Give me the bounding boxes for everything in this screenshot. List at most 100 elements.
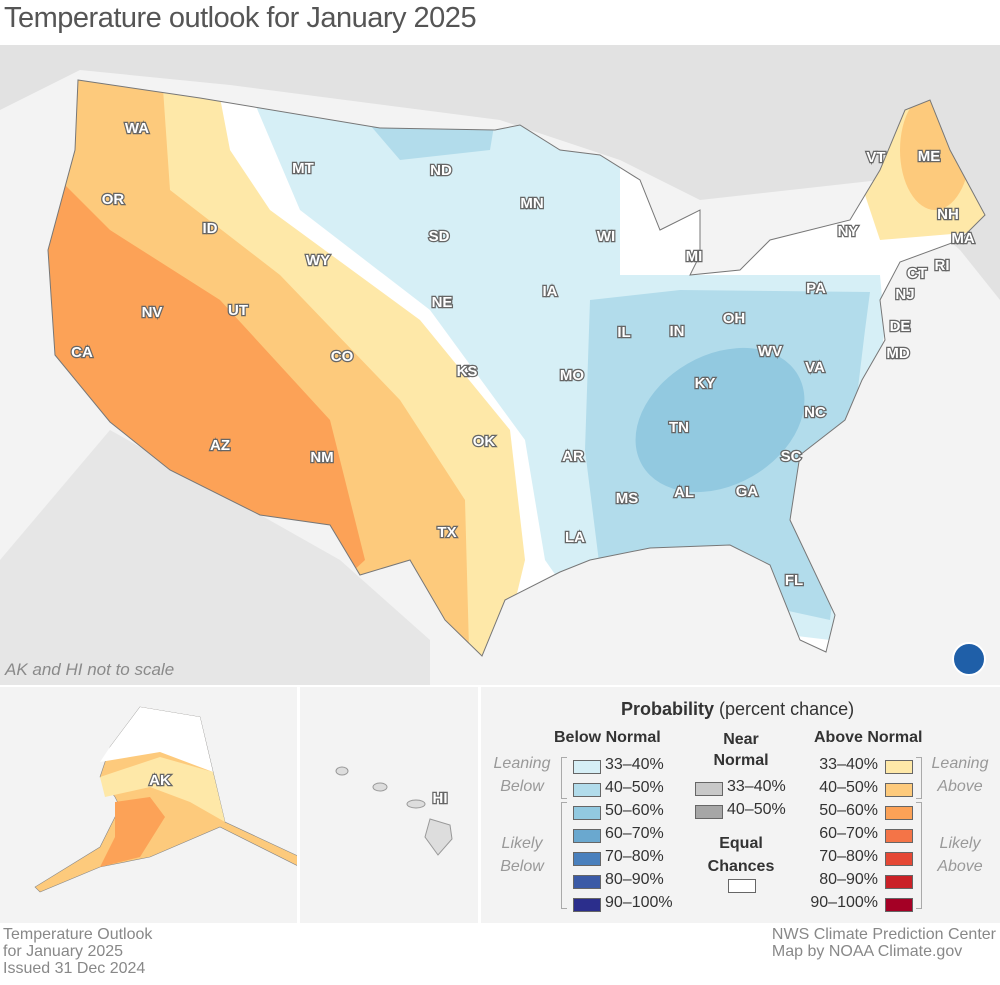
state-label-ky: KY: [695, 375, 716, 392]
footer-right: NWS Climate Prediction Center Map by NOAA…: [771, 926, 996, 960]
below-swatch: [573, 852, 601, 866]
likely-above: Likely Above: [937, 835, 983, 875]
state-label-mi: MI: [686, 248, 703, 265]
state-label-co: CO: [331, 348, 354, 365]
legend: Probability (percent chance) Below Norma…: [481, 687, 1000, 923]
above-swatch: [885, 783, 913, 797]
below-swatch: [573, 829, 601, 843]
state-label-wi: WI: [597, 228, 615, 245]
state-label-nj: NJ: [895, 286, 914, 303]
state-label-nv: NV: [142, 304, 163, 321]
state-label-ma: MA: [951, 230, 974, 247]
state-label-mn: MN: [520, 195, 543, 212]
page-title: Temperature outlook for January 2025: [4, 2, 477, 34]
state-label-al: AL: [674, 484, 694, 501]
state-label-il: IL: [617, 324, 630, 341]
state-label-wv: WV: [758, 343, 782, 360]
state-label-ut: UT: [228, 302, 248, 319]
above-swatch: [885, 875, 913, 889]
hawaii-inset: HI: [300, 687, 478, 923]
leaning-below: Leaning Below: [493, 755, 551, 795]
below-range-label: 60–70%: [605, 825, 664, 842]
below-heading: Below Normal: [554, 729, 661, 746]
state-label-vt: VT: [866, 149, 885, 166]
near-heading: Near Normal: [713, 731, 769, 769]
below-range-label: 70–80%: [605, 848, 664, 865]
equal-chances-swatch: [728, 879, 756, 893]
state-label-nd: ND: [430, 162, 452, 179]
legend-title: Probability (percent chance): [621, 699, 855, 719]
below-range-label: 50–60%: [605, 802, 664, 819]
near-range-label: 33–40%: [727, 778, 786, 795]
state-label-ar: AR: [562, 448, 584, 465]
state-label-va: VA: [805, 359, 825, 376]
state-label-ks: KS: [457, 363, 478, 380]
below-swatch: [573, 806, 601, 820]
state-label-nh: NH: [937, 206, 959, 223]
below-range-label: 90–100%: [605, 894, 673, 911]
state-label-mo: MO: [560, 367, 584, 384]
state-label-ga: GA: [736, 483, 759, 500]
ak-label: AK: [149, 772, 171, 789]
scale-note: AK and HI not to scale: [5, 660, 175, 679]
near-swatch: [695, 782, 723, 796]
above-range-label: 60–70%: [819, 825, 878, 842]
state-label-ca: CA: [71, 344, 93, 361]
below-swatch: [573, 783, 601, 797]
footer-left: Temperature Outlook for January 2025 Issue…: [3, 926, 153, 977]
state-label-nc: NC: [804, 404, 826, 421]
state-label-oh: OH: [723, 310, 746, 327]
above-heading: Above Normal: [814, 729, 923, 746]
above-range-label: 80–90%: [819, 871, 878, 888]
below-range-label: 40–50%: [605, 779, 664, 796]
above-range-label: 70–80%: [819, 848, 878, 865]
above-swatch: [885, 806, 913, 820]
below-range-label: 80–90%: [605, 871, 664, 888]
near-swatch: [695, 805, 723, 819]
alaska-inset: AK: [0, 687, 301, 923]
likely-below: Likely Below: [500, 835, 544, 875]
state-label-ct: CT: [907, 265, 927, 282]
leaning-above: Leaning Above: [931, 755, 989, 795]
equal-chances-label: Equal Chances: [707, 835, 775, 875]
state-label-ny: NY: [838, 223, 859, 240]
us-outline: [47, 79, 986, 657]
state-label-wa: WA: [125, 120, 149, 137]
state-label-in: IN: [670, 323, 685, 340]
above-swatch: [885, 760, 913, 774]
state-label-tx: TX: [437, 524, 456, 541]
state-label-or: OR: [102, 191, 125, 208]
contiguous-us-map: WA OR CA NV ID MT WY UT AZ CO NM ND SD NE KS OK TX MN IA MO…: [0, 45, 1000, 685]
above-range-label: 90–100%: [810, 894, 878, 911]
below-swatch: [573, 875, 601, 889]
state-label-md: MD: [886, 345, 909, 362]
state-label-ne: NE: [432, 294, 453, 311]
below-swatch: [573, 760, 601, 774]
state-label-de: DE: [890, 318, 911, 335]
noaa-logo: [952, 642, 986, 676]
state-label-ok: OK: [473, 433, 496, 450]
state-label-fl: FL: [785, 572, 803, 589]
state-label-ia: IA: [543, 283, 558, 300]
above-swatch: [885, 852, 913, 866]
above-range-label: 40–50%: [819, 779, 878, 796]
state-label-mt: MT: [292, 160, 314, 177]
canada-land: [0, 45, 1000, 300]
hi-label: HI: [433, 790, 448, 807]
above-swatch: [885, 898, 913, 912]
state-label-sd: SD: [429, 228, 450, 245]
above-range-label: 33–40%: [819, 756, 878, 773]
state-label-la: LA: [565, 529, 585, 546]
above-swatch: [885, 829, 913, 843]
state-label-me: ME: [918, 148, 941, 165]
state-label-nm: NM: [310, 449, 333, 466]
state-label-az: AZ: [210, 437, 230, 454]
state-label-pa: PA: [806, 280, 826, 297]
state-label-ri: RI: [935, 257, 950, 274]
state-labels: WA OR CA NV ID MT WY UT AZ CO NM ND SD NE KS OK TX MN IA MO…: [70, 119, 976, 591]
state-label-wy: WY: [306, 252, 330, 269]
state-label-tn: TN: [669, 419, 689, 436]
near-range-label: 40–50%: [727, 801, 786, 818]
mexico-land: [0, 430, 430, 685]
below-range-label: 33–40%: [605, 756, 664, 773]
